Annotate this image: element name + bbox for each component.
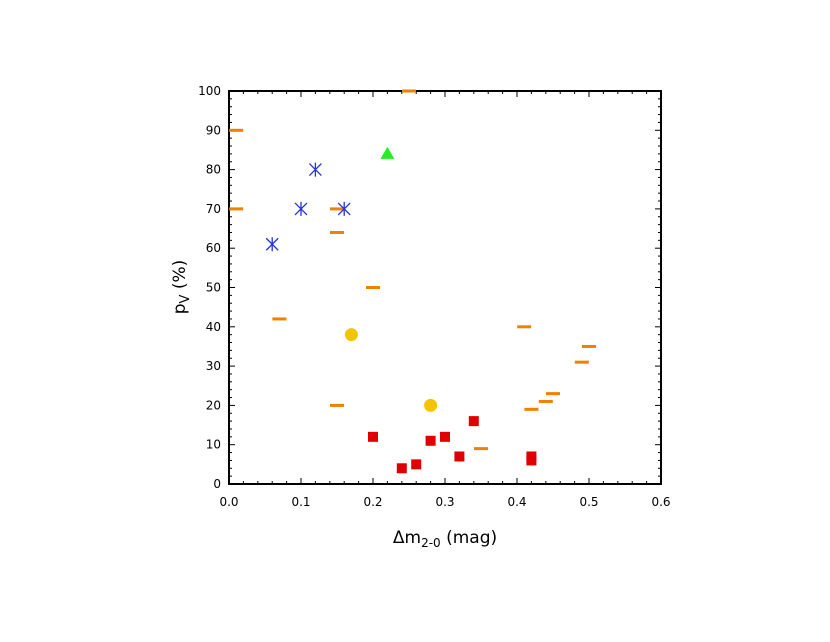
x-axis-label-sub: 2-0: [421, 536, 441, 550]
x-tick-label: 0.4: [507, 495, 526, 509]
circle-point: [344, 328, 358, 342]
square-point: [526, 455, 537, 466]
dash-point: [366, 286, 380, 289]
dash-point: [330, 403, 344, 407]
asterisk-point: [337, 201, 351, 216]
y-tick-label: 100: [198, 84, 221, 98]
asterisk-point: [294, 201, 308, 216]
y-tick-label: 50: [206, 281, 221, 295]
x-tick-label: 0.0: [219, 495, 238, 509]
y-tick-label: 60: [206, 241, 221, 255]
square-point: [368, 431, 378, 442]
x-axis-label-base: Δm: [393, 528, 421, 548]
y-tick-label: 40: [206, 320, 221, 334]
dash-point: [229, 207, 244, 211]
square-point: [468, 416, 479, 427]
square-point: [454, 451, 465, 462]
dash-point: [330, 207, 344, 211]
asterisk-point: [308, 162, 322, 177]
dash-point: [517, 325, 532, 329]
dash-point: [582, 344, 596, 348]
circle-point: [424, 398, 438, 412]
y-tick-label: 30: [206, 359, 221, 373]
square-point: [425, 435, 436, 446]
x-axis-label-rest: (mag): [441, 528, 497, 548]
y-axis-label: pV (%): [170, 260, 193, 315]
dash-point: [546, 392, 560, 396]
x-axis-label: Δm2-0 (mag): [393, 528, 497, 550]
square-point: [411, 459, 422, 470]
y-tick-label: 0: [213, 477, 221, 491]
plot-frame: [228, 90, 662, 485]
y-tick-label: 90: [206, 123, 221, 137]
y-axis-label-sub: V: [178, 294, 193, 303]
square-point: [440, 431, 450, 442]
dash-point: [524, 407, 539, 411]
asterisk-point: [265, 237, 279, 252]
y-tick-label: 70: [206, 202, 221, 216]
y-axis-label-base: p: [170, 303, 190, 314]
y-tick-label: 20: [206, 398, 221, 412]
square-point: [396, 463, 407, 474]
dash-point: [272, 317, 287, 321]
x-tick-label: 0.2: [363, 495, 382, 509]
x-tick-label: 0.3: [435, 495, 454, 509]
y-axis-label-rest: (%): [170, 260, 190, 295]
y-tick-label: 10: [206, 438, 221, 452]
plot-area: 0.0 0.1 0.2 0.3 0.4 0.5 0.6 0 10 20 30 40 50 60 70 80 90…: [198, 84, 670, 509]
dash-point: [229, 128, 244, 132]
dash-point: [474, 447, 488, 451]
x-tick-label: 0.5: [579, 495, 598, 509]
triangle-point: [380, 146, 395, 159]
dash-point: [402, 89, 416, 93]
dash-point: [538, 399, 553, 403]
dash-point: [574, 360, 589, 364]
x-tick-label: 0.6: [651, 495, 670, 509]
x-tick-label: 0.1: [291, 495, 310, 509]
y-tick-label: 80: [206, 163, 221, 177]
dash-point: [330, 230, 344, 234]
